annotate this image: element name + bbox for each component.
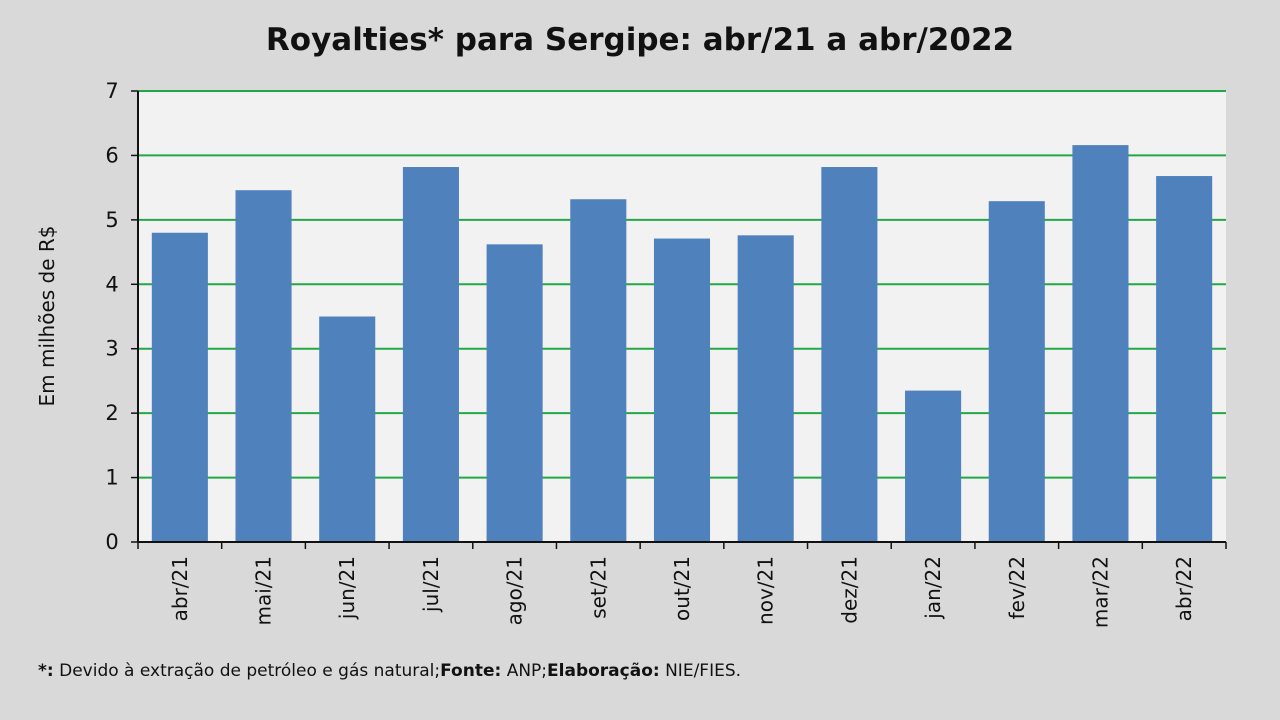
y-tick-label: 4 [105,272,118,296]
bar-set-21 [570,199,627,543]
x-tick-label: abr/22 [1172,556,1196,621]
bar-ago-21 [486,244,543,542]
bar-fev-22 [988,201,1045,542]
bar-abr-22 [1156,176,1213,542]
x-tick-label: nov/21 [754,556,778,625]
y-tick-labels: 0 1 2 3 4 5 6 7 [105,79,118,554]
y-tick-label: 7 [105,79,118,103]
y-tick-label: 6 [105,143,118,167]
bars [151,145,1213,543]
bar-mai-21 [235,190,292,542]
x-tick-label: jul/21 [419,556,443,613]
x-tick-label: jun/21 [335,556,359,620]
bar-out-21 [653,238,711,542]
x-tick-label: jan/22 [921,556,945,620]
x-tick-label: fev/22 [1005,556,1029,619]
bar-mar-22 [1072,145,1129,542]
chart-title: Royalties* para Sergipe: abr/21 a abr/20… [265,22,1015,58]
x-tick-label: mar/22 [1088,556,1112,628]
x-tick-label: mai/21 [252,556,276,625]
bar-jun-21 [319,316,376,542]
x-tick-label: ago/21 [503,556,527,625]
bar-abr-21 [151,232,208,542]
footnote-source-label: Fonte: [440,661,502,681]
footnote-credit-label: Elaboração: [547,661,660,681]
footnote-source: ANP; [501,661,548,681]
x-tick-label: abr/21 [168,556,192,621]
y-tick-label: 5 [105,208,118,232]
footnote: *: Devido à extração de petróleo e gás n… [38,661,741,681]
y-tick-label: 3 [105,337,118,361]
y-axis-label: Em milhões de R$ [35,225,59,406]
x-tick-label: set/21 [586,556,610,619]
bar-dez-21 [821,167,878,543]
y-tick-label: 2 [105,401,118,425]
bar-nov-21 [737,235,794,542]
footnote-marker: *: [38,661,54,681]
x-tick-label: dez/21 [837,556,861,624]
bar-jan-22 [905,390,962,542]
y-tick-label: 1 [105,466,118,490]
x-tick-label: out/21 [670,556,694,621]
footnote-note: Devido à extração de petróleo e gás natu… [53,661,441,681]
bar-jul-21 [402,167,459,543]
axes [131,90,1227,549]
x-tick-labels: abr/21 mai/21 jun/21 jul/21 ago/21 set/21 out/… [168,556,1196,628]
footnote-credit: NIE/FIES. [659,661,742,681]
y-tick-label: 0 [105,530,118,554]
